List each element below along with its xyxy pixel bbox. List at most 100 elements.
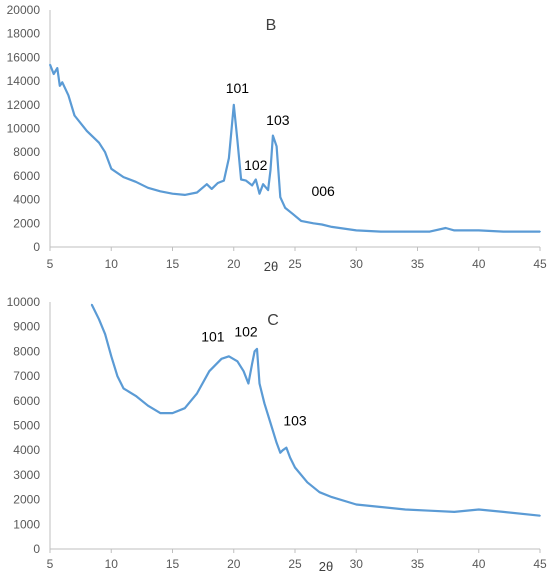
data-point bbox=[206, 183, 208, 185]
y-tick-label: 6000 bbox=[13, 169, 40, 183]
y-tick-label: 4000 bbox=[13, 443, 40, 457]
x-tick-label: 20 bbox=[227, 557, 241, 571]
y-tick-label: 20000 bbox=[7, 3, 41, 17]
y-tick-label: 7000 bbox=[13, 369, 40, 383]
data-point bbox=[159, 190, 162, 193]
data-point bbox=[355, 229, 358, 232]
data-point bbox=[453, 229, 456, 232]
data-point bbox=[61, 81, 64, 84]
data-point bbox=[429, 230, 431, 233]
data-point bbox=[247, 382, 250, 385]
data-point bbox=[210, 188, 213, 190]
data-point bbox=[263, 402, 266, 405]
data-point bbox=[67, 94, 70, 97]
x-tick-label: 10 bbox=[105, 257, 119, 271]
x-tick-label: 30 bbox=[350, 557, 364, 571]
data-point bbox=[251, 184, 253, 187]
data-point bbox=[184, 194, 186, 196]
data-point bbox=[86, 130, 88, 132]
data-point bbox=[184, 407, 186, 410]
data-point bbox=[502, 230, 505, 233]
data-point bbox=[228, 157, 230, 159]
data-point bbox=[220, 358, 223, 360]
data-point bbox=[291, 213, 294, 215]
data-point bbox=[429, 509, 431, 512]
data-point bbox=[444, 227, 447, 229]
y-tick-label: 2000 bbox=[13, 493, 40, 507]
data-point bbox=[331, 226, 333, 228]
peak-label: 103 bbox=[283, 413, 307, 429]
y-tick-label: 12000 bbox=[7, 98, 41, 112]
data-point bbox=[122, 387, 125, 390]
data-point bbox=[122, 176, 125, 178]
data-point bbox=[539, 230, 541, 233]
x-tick-label: 20 bbox=[227, 257, 241, 271]
data-point bbox=[331, 496, 333, 498]
data-point bbox=[110, 168, 113, 170]
data-point bbox=[267, 189, 269, 191]
x-tick-label: 45 bbox=[533, 557, 547, 571]
data-point bbox=[275, 442, 278, 444]
data-point bbox=[196, 392, 198, 395]
y-tick-label: 9000 bbox=[13, 320, 40, 334]
data-point bbox=[380, 230, 382, 233]
data-point bbox=[49, 63, 51, 66]
y-tick-label: 3000 bbox=[13, 468, 40, 482]
data-point bbox=[256, 348, 258, 350]
y-tick-label: 18000 bbox=[7, 27, 41, 41]
x-axis-label: 2θ bbox=[264, 259, 278, 274]
x-tick-label: 15 bbox=[166, 557, 180, 571]
y-tick-label: 4000 bbox=[13, 193, 40, 207]
data-point bbox=[404, 230, 407, 233]
data-point bbox=[171, 412, 174, 414]
data-point bbox=[294, 466, 296, 469]
data-point bbox=[147, 187, 149, 189]
data-point bbox=[98, 318, 100, 321]
chart-title: B bbox=[266, 17, 277, 34]
data-point bbox=[59, 85, 61, 87]
data-point bbox=[171, 192, 174, 195]
data-point bbox=[196, 191, 198, 194]
peak-label: 101 bbox=[201, 329, 225, 345]
data-point bbox=[306, 481, 309, 484]
y-tick-label: 8000 bbox=[13, 344, 40, 358]
data-point bbox=[52, 73, 55, 75]
chart-c: 0 1000 2000 3000 4000 5000 6000 7000 8000 9000 100… bbox=[7, 295, 547, 574]
data-point bbox=[217, 182, 219, 184]
data-point bbox=[272, 134, 274, 137]
data-point bbox=[275, 145, 278, 148]
x-tick-label: 40 bbox=[472, 557, 486, 571]
data-point bbox=[240, 178, 242, 181]
x-tick-label: 5 bbox=[47, 257, 54, 271]
y-tick-label: 10000 bbox=[7, 295, 41, 309]
data-point bbox=[242, 370, 245, 373]
y-tick-label: 8000 bbox=[13, 145, 40, 159]
y-tick-label: 16000 bbox=[7, 50, 41, 64]
x-tick-label: 35 bbox=[411, 557, 425, 571]
x-tick-label: 25 bbox=[288, 557, 302, 571]
data-point bbox=[223, 179, 225, 182]
peak-label: 102 bbox=[234, 324, 258, 340]
data-point bbox=[236, 360, 239, 363]
y-tick-label: 14000 bbox=[7, 74, 41, 88]
data-point bbox=[73, 114, 76, 117]
data-point bbox=[251, 363, 253, 365]
data-point bbox=[228, 355, 230, 358]
y-tick-label: 2000 bbox=[13, 216, 40, 230]
data-series-line bbox=[90, 304, 541, 517]
data-point bbox=[380, 506, 382, 508]
peak-label: 103 bbox=[266, 112, 290, 128]
data-point bbox=[56, 67, 59, 69]
data-point bbox=[284, 207, 287, 209]
data-point bbox=[269, 169, 272, 171]
x-tick-label: 15 bbox=[166, 257, 180, 271]
y-tick-label: 5000 bbox=[13, 419, 40, 433]
peak-label: 102 bbox=[244, 157, 268, 173]
data-point bbox=[90, 303, 93, 306]
data-point bbox=[258, 192, 261, 195]
x-tick-label: 25 bbox=[288, 257, 302, 271]
data-point bbox=[502, 511, 505, 513]
y-tick-label: 6000 bbox=[13, 394, 40, 408]
data-point bbox=[110, 355, 113, 358]
y-tick-label: 10000 bbox=[7, 122, 41, 136]
